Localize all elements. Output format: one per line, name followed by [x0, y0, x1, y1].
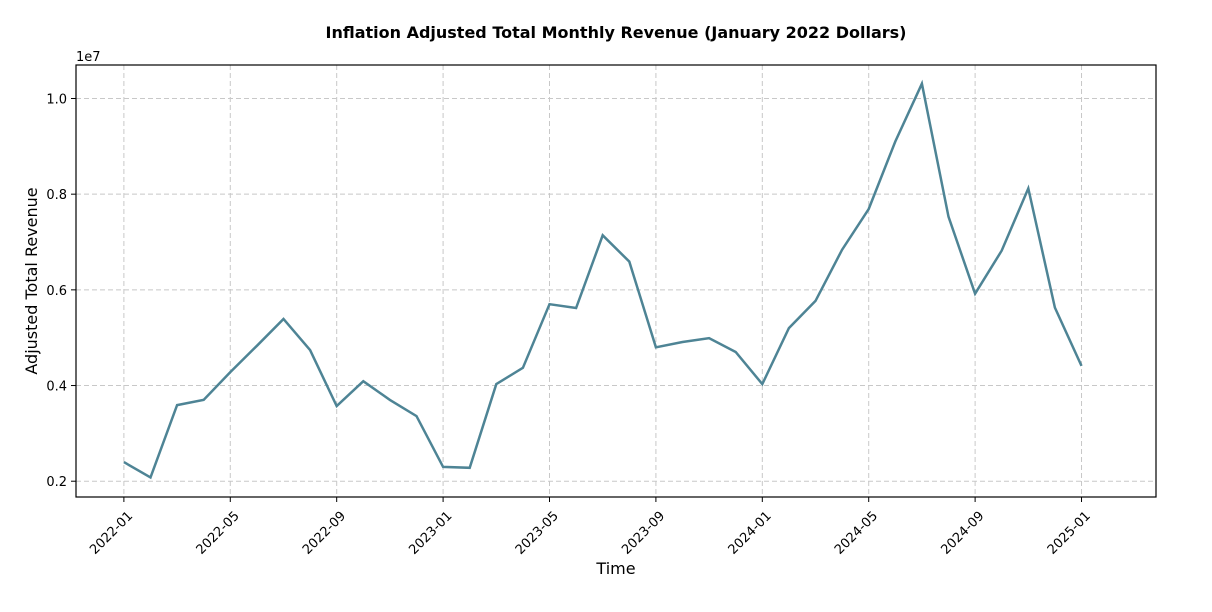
- x-tick-label: 2022-09: [300, 509, 349, 558]
- x-tick-label: 2022-05: [194, 509, 243, 558]
- y-tick-label: 0.8: [46, 188, 67, 203]
- y-tick-label: 0.2: [46, 475, 67, 490]
- series-line: [123, 79, 1083, 480]
- y-tick-label: 0.4: [46, 380, 67, 395]
- y-tick-label: 0.6: [46, 284, 67, 299]
- series-layer: [123, 79, 1083, 480]
- x-tick-label: 2025-01: [1045, 509, 1094, 558]
- x-tick-label: 2024-09: [938, 509, 987, 558]
- y-axis-label: Adjusted Total Revenue: [22, 187, 41, 374]
- x-axis-label: Time: [595, 559, 635, 578]
- x-tick-label: 2023-01: [406, 509, 455, 558]
- plot-frame: [75, 64, 1157, 498]
- chart-title: Inflation Adjusted Total Monthly Revenue…: [325, 23, 906, 42]
- y-offset-label: 1e7: [76, 50, 101, 65]
- grid: [76, 65, 1156, 497]
- x-axis: 2022-01 2022-05 2022-09 2023-01 2023-05 2023-…: [87, 497, 1094, 558]
- y-tick-label: 1.0: [46, 92, 67, 107]
- x-tick-label: 2023-05: [513, 509, 562, 558]
- x-tick-label: 2023-09: [619, 509, 668, 558]
- x-tick-label: 2024-05: [832, 509, 881, 558]
- x-tick-label: 2024-01: [726, 509, 775, 558]
- y-axis: 0.2 0.4 0.6 0.8 1.0: [46, 92, 76, 490]
- x-tick-label: 2022-01: [87, 509, 136, 558]
